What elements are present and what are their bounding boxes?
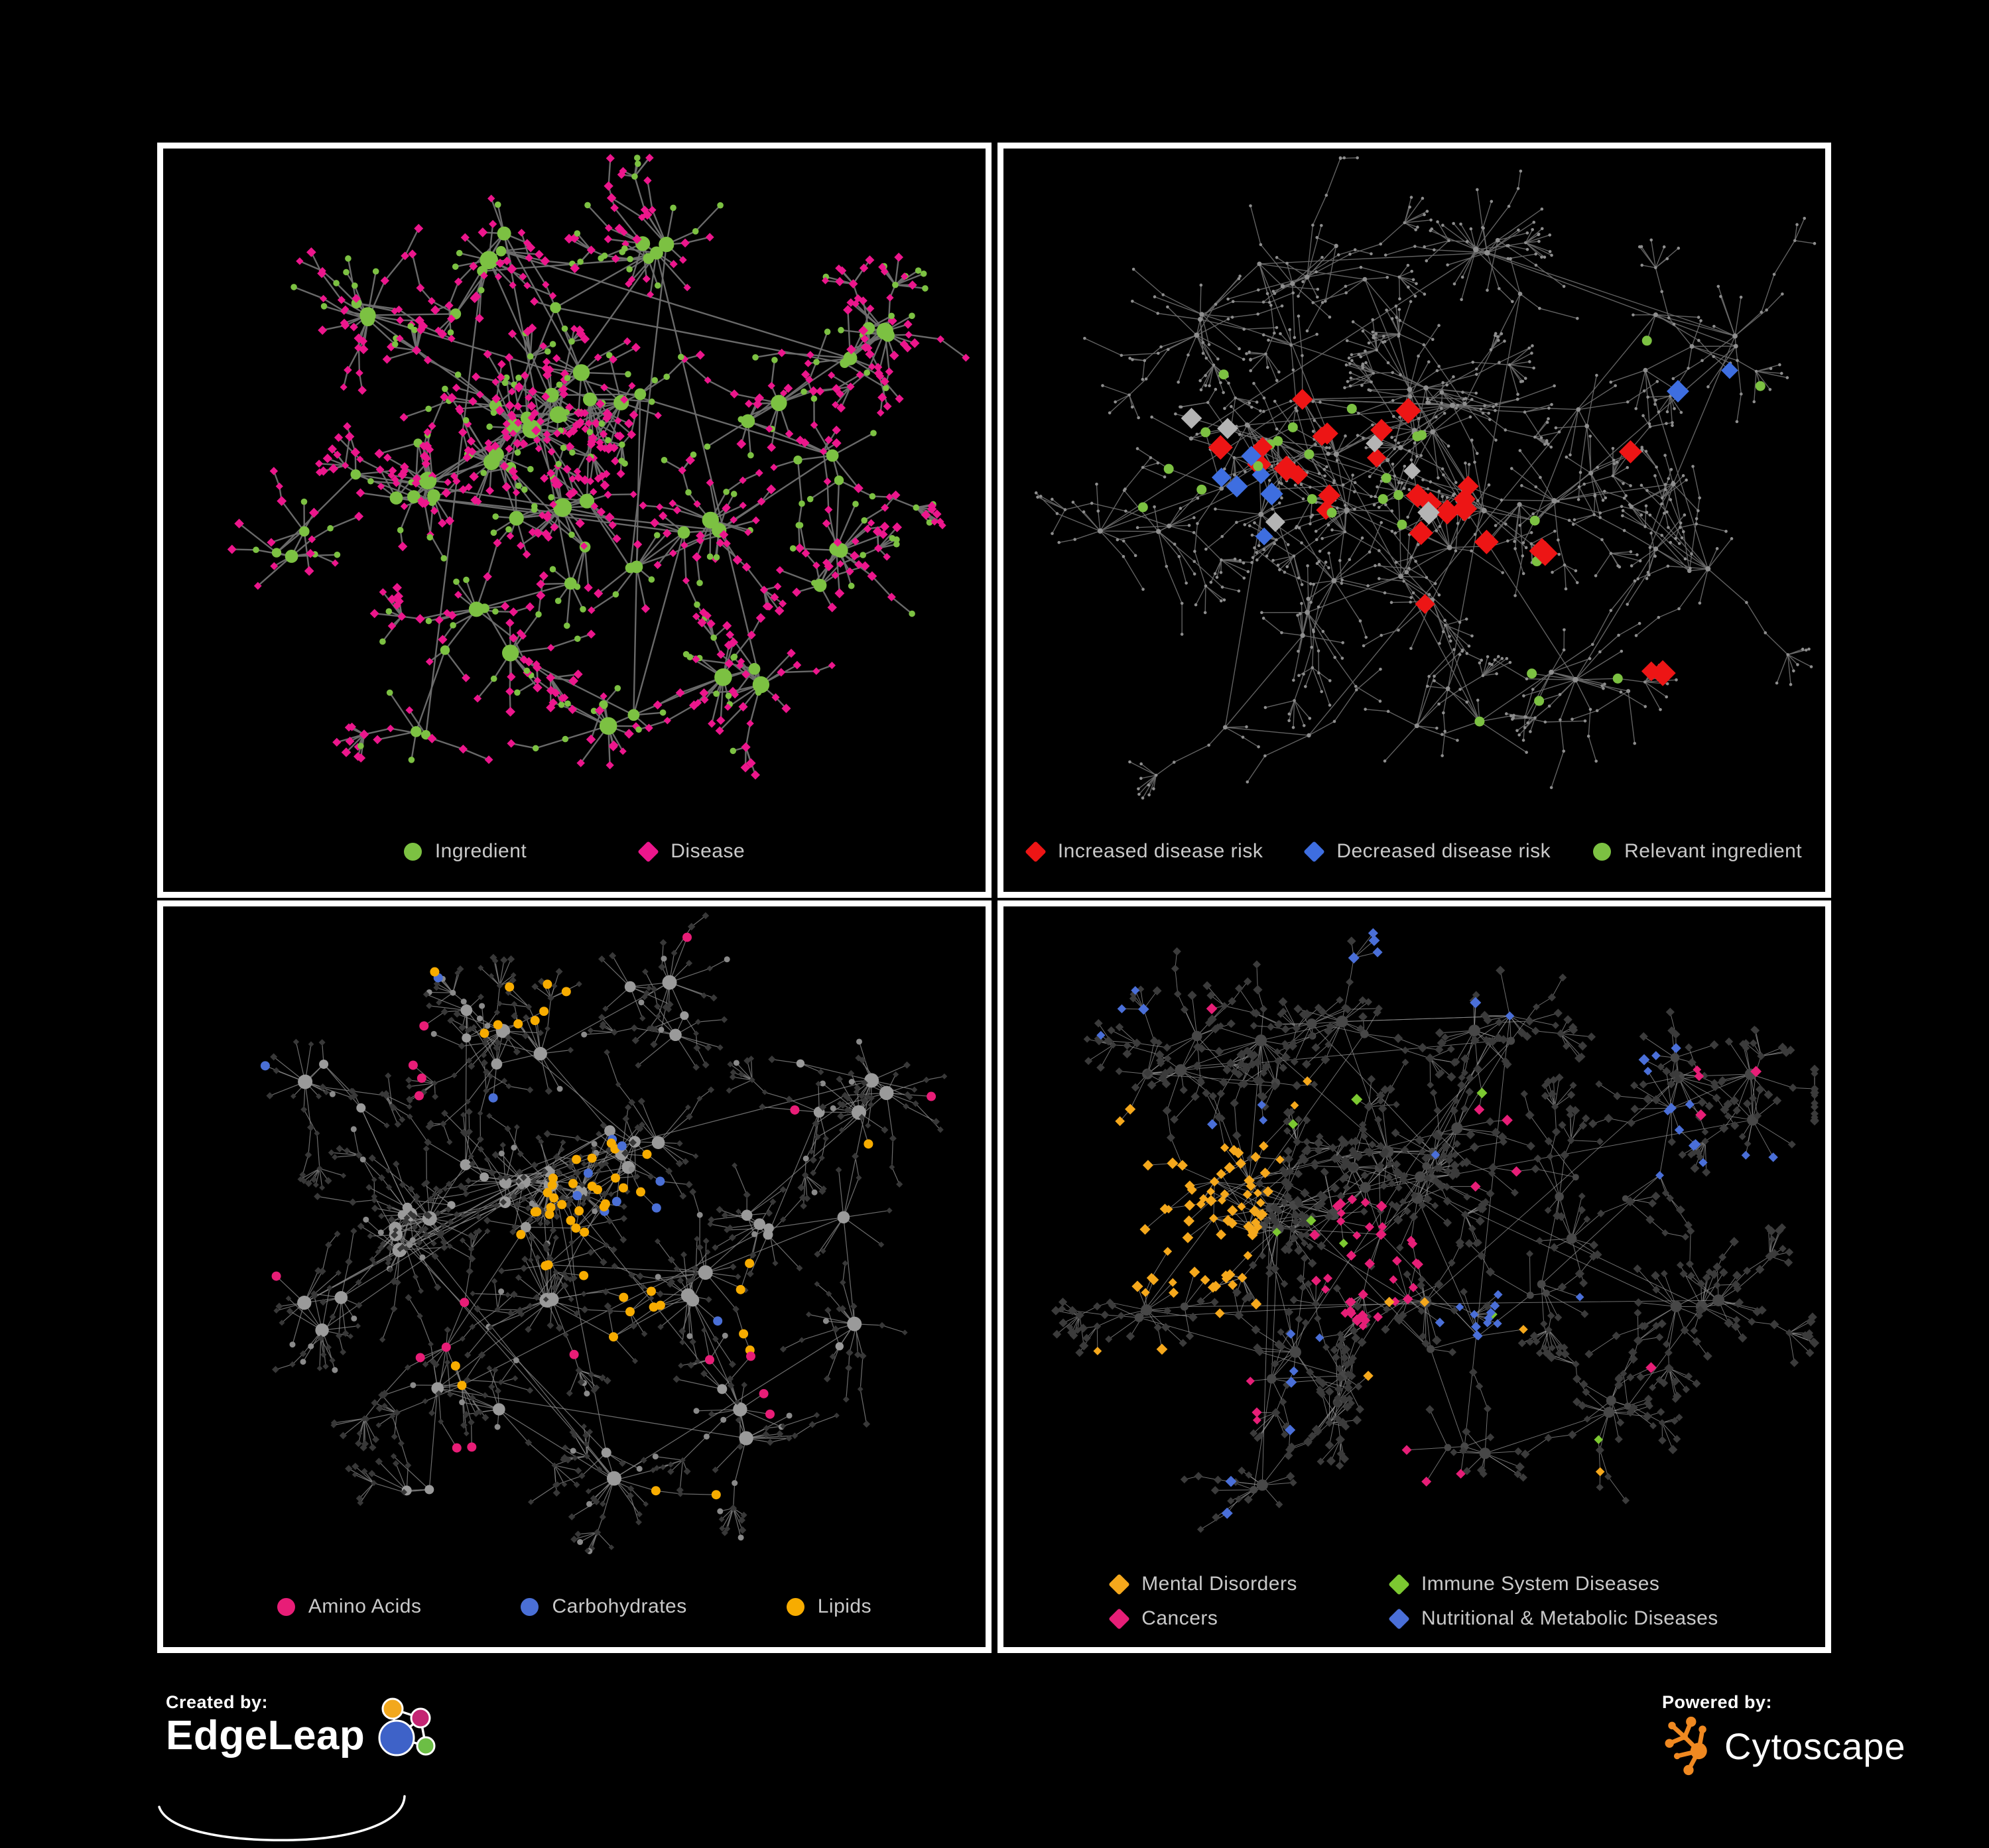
legend-label-cancers: Cancers — [1141, 1607, 1218, 1630]
legend-label-decreased-risk: Decreased disease risk — [1336, 840, 1551, 863]
legend-item-mental-disorders: Mental Disorders — [1110, 1573, 1297, 1595]
nutritional-metabolic-swatch-icon — [1388, 1608, 1410, 1630]
legend-item-amino-acids: Amino Acids — [277, 1595, 422, 1618]
network-graph-disease-risk — [1003, 149, 1825, 892]
increased-risk-swatch-icon — [1025, 841, 1047, 863]
network-graph-disease-categories — [1003, 906, 1825, 1647]
legend-label-increased-risk: Increased disease risk — [1058, 840, 1263, 863]
cytoscape-credit: Powered by: Cytoscape — [1662, 1692, 1954, 1776]
legend-label-carbohydrates: Carbohydrates — [552, 1595, 686, 1618]
legend-item-decreased-risk: Decreased disease risk — [1305, 840, 1551, 863]
legend-item-nutritional-metabolic: Nutritional & Metabolic Diseases — [1390, 1607, 1718, 1630]
legend-item-disease: Disease — [639, 840, 745, 863]
legend-label-lipids: Lipids — [818, 1595, 871, 1618]
legend-ingredient-disease: Ingredient Disease — [163, 840, 986, 863]
legend-disease-categories: Mental Disorders Immune System Diseases … — [1110, 1573, 1718, 1630]
panel-ingredient-disease: Ingredient Disease — [157, 143, 992, 898]
edgeleap-credit: Created by: EdgeLeap — [166, 1692, 471, 1778]
legend-item-carbohydrates: Carbohydrates — [521, 1595, 686, 1618]
legend-item-immune-diseases: Immune System Diseases — [1390, 1573, 1718, 1595]
edgeleap-node-green — [417, 1737, 434, 1755]
panel-disease-categories: Mental Disorders Immune System Diseases … — [997, 900, 1831, 1653]
legend-label-mental-disorders: Mental Disorders — [1141, 1573, 1297, 1595]
legend-item-lipids: Lipids — [787, 1595, 871, 1618]
lipids-swatch-icon — [787, 1598, 804, 1616]
panel-disease-risk: Increased disease risk Decreased disease… — [997, 143, 1831, 898]
decreased-risk-swatch-icon — [1304, 841, 1326, 863]
disease-swatch-icon — [638, 841, 660, 863]
cancers-swatch-icon — [1108, 1608, 1130, 1630]
network-graph-ingredient-disease — [163, 149, 986, 892]
edgeleap-node-magenta — [411, 1709, 430, 1727]
relevant-ingredient-swatch-icon — [1593, 843, 1611, 861]
network-graph-nutrient-classes — [163, 906, 986, 1647]
legend-label-amino-acids: Amino Acids — [308, 1595, 422, 1618]
edgeleap-node-orange — [383, 1699, 403, 1719]
amino-acids-swatch-icon — [277, 1598, 295, 1616]
cytoscape-logo-text: Cytoscape — [1724, 1725, 1906, 1768]
mental-disorders-swatch-icon — [1108, 1573, 1130, 1595]
cytoscape-logo-icon — [1662, 1715, 1714, 1776]
legend-label-relevant-ingredient: Relevant ingredient — [1624, 840, 1802, 863]
panel-nutrient-classes: Amino Acids Carbohydrates Lipids — [157, 900, 992, 1653]
legend-nutrient-classes: Amino Acids Carbohydrates Lipids — [163, 1595, 986, 1618]
edgeleap-logo-icon — [367, 1697, 442, 1778]
legend-label-disease: Disease — [671, 840, 745, 863]
legend-item-cancers: Cancers — [1110, 1607, 1297, 1630]
carbohydrates-swatch-icon — [521, 1598, 539, 1616]
edgeleap-swoosh — [155, 1792, 414, 1848]
legend-label-ingredient: Ingredient — [435, 840, 527, 863]
ingredient-swatch-icon — [404, 843, 422, 861]
legend-disease-risk: Increased disease risk Decreased disease… — [1003, 840, 1825, 863]
legend-item-ingredient: Ingredient — [404, 840, 527, 863]
edgeleap-logo-text: EdgeLeap — [166, 1714, 365, 1757]
legend-item-relevant-ingredient: Relevant ingredient — [1593, 840, 1802, 863]
immune-diseases-swatch-icon — [1388, 1573, 1410, 1595]
powered-by-label: Powered by: — [1662, 1692, 1954, 1713]
legend-item-increased-risk: Increased disease risk — [1027, 840, 1263, 863]
legend-label-immune-diseases: Immune System Diseases — [1421, 1573, 1659, 1595]
edgeleap-node-blue — [379, 1721, 414, 1755]
legend-label-nutritional-metabolic: Nutritional & Metabolic Diseases — [1421, 1607, 1718, 1630]
